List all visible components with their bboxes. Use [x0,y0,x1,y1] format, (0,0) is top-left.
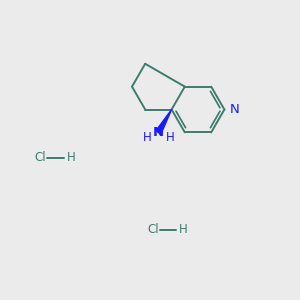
Text: H: H [179,223,188,236]
Polygon shape [156,110,172,134]
Text: N: N [230,103,239,116]
Text: N: N [153,126,164,139]
Text: H: H [67,151,75,164]
Text: Cl: Cl [147,223,159,236]
Text: Cl: Cl [34,151,46,164]
Text: H: H [165,131,174,144]
Text: H: H [142,131,152,144]
